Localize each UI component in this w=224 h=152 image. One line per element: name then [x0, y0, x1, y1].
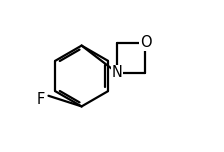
Text: N: N [112, 66, 123, 80]
Text: F: F [37, 92, 45, 107]
Text: O: O [140, 35, 151, 50]
